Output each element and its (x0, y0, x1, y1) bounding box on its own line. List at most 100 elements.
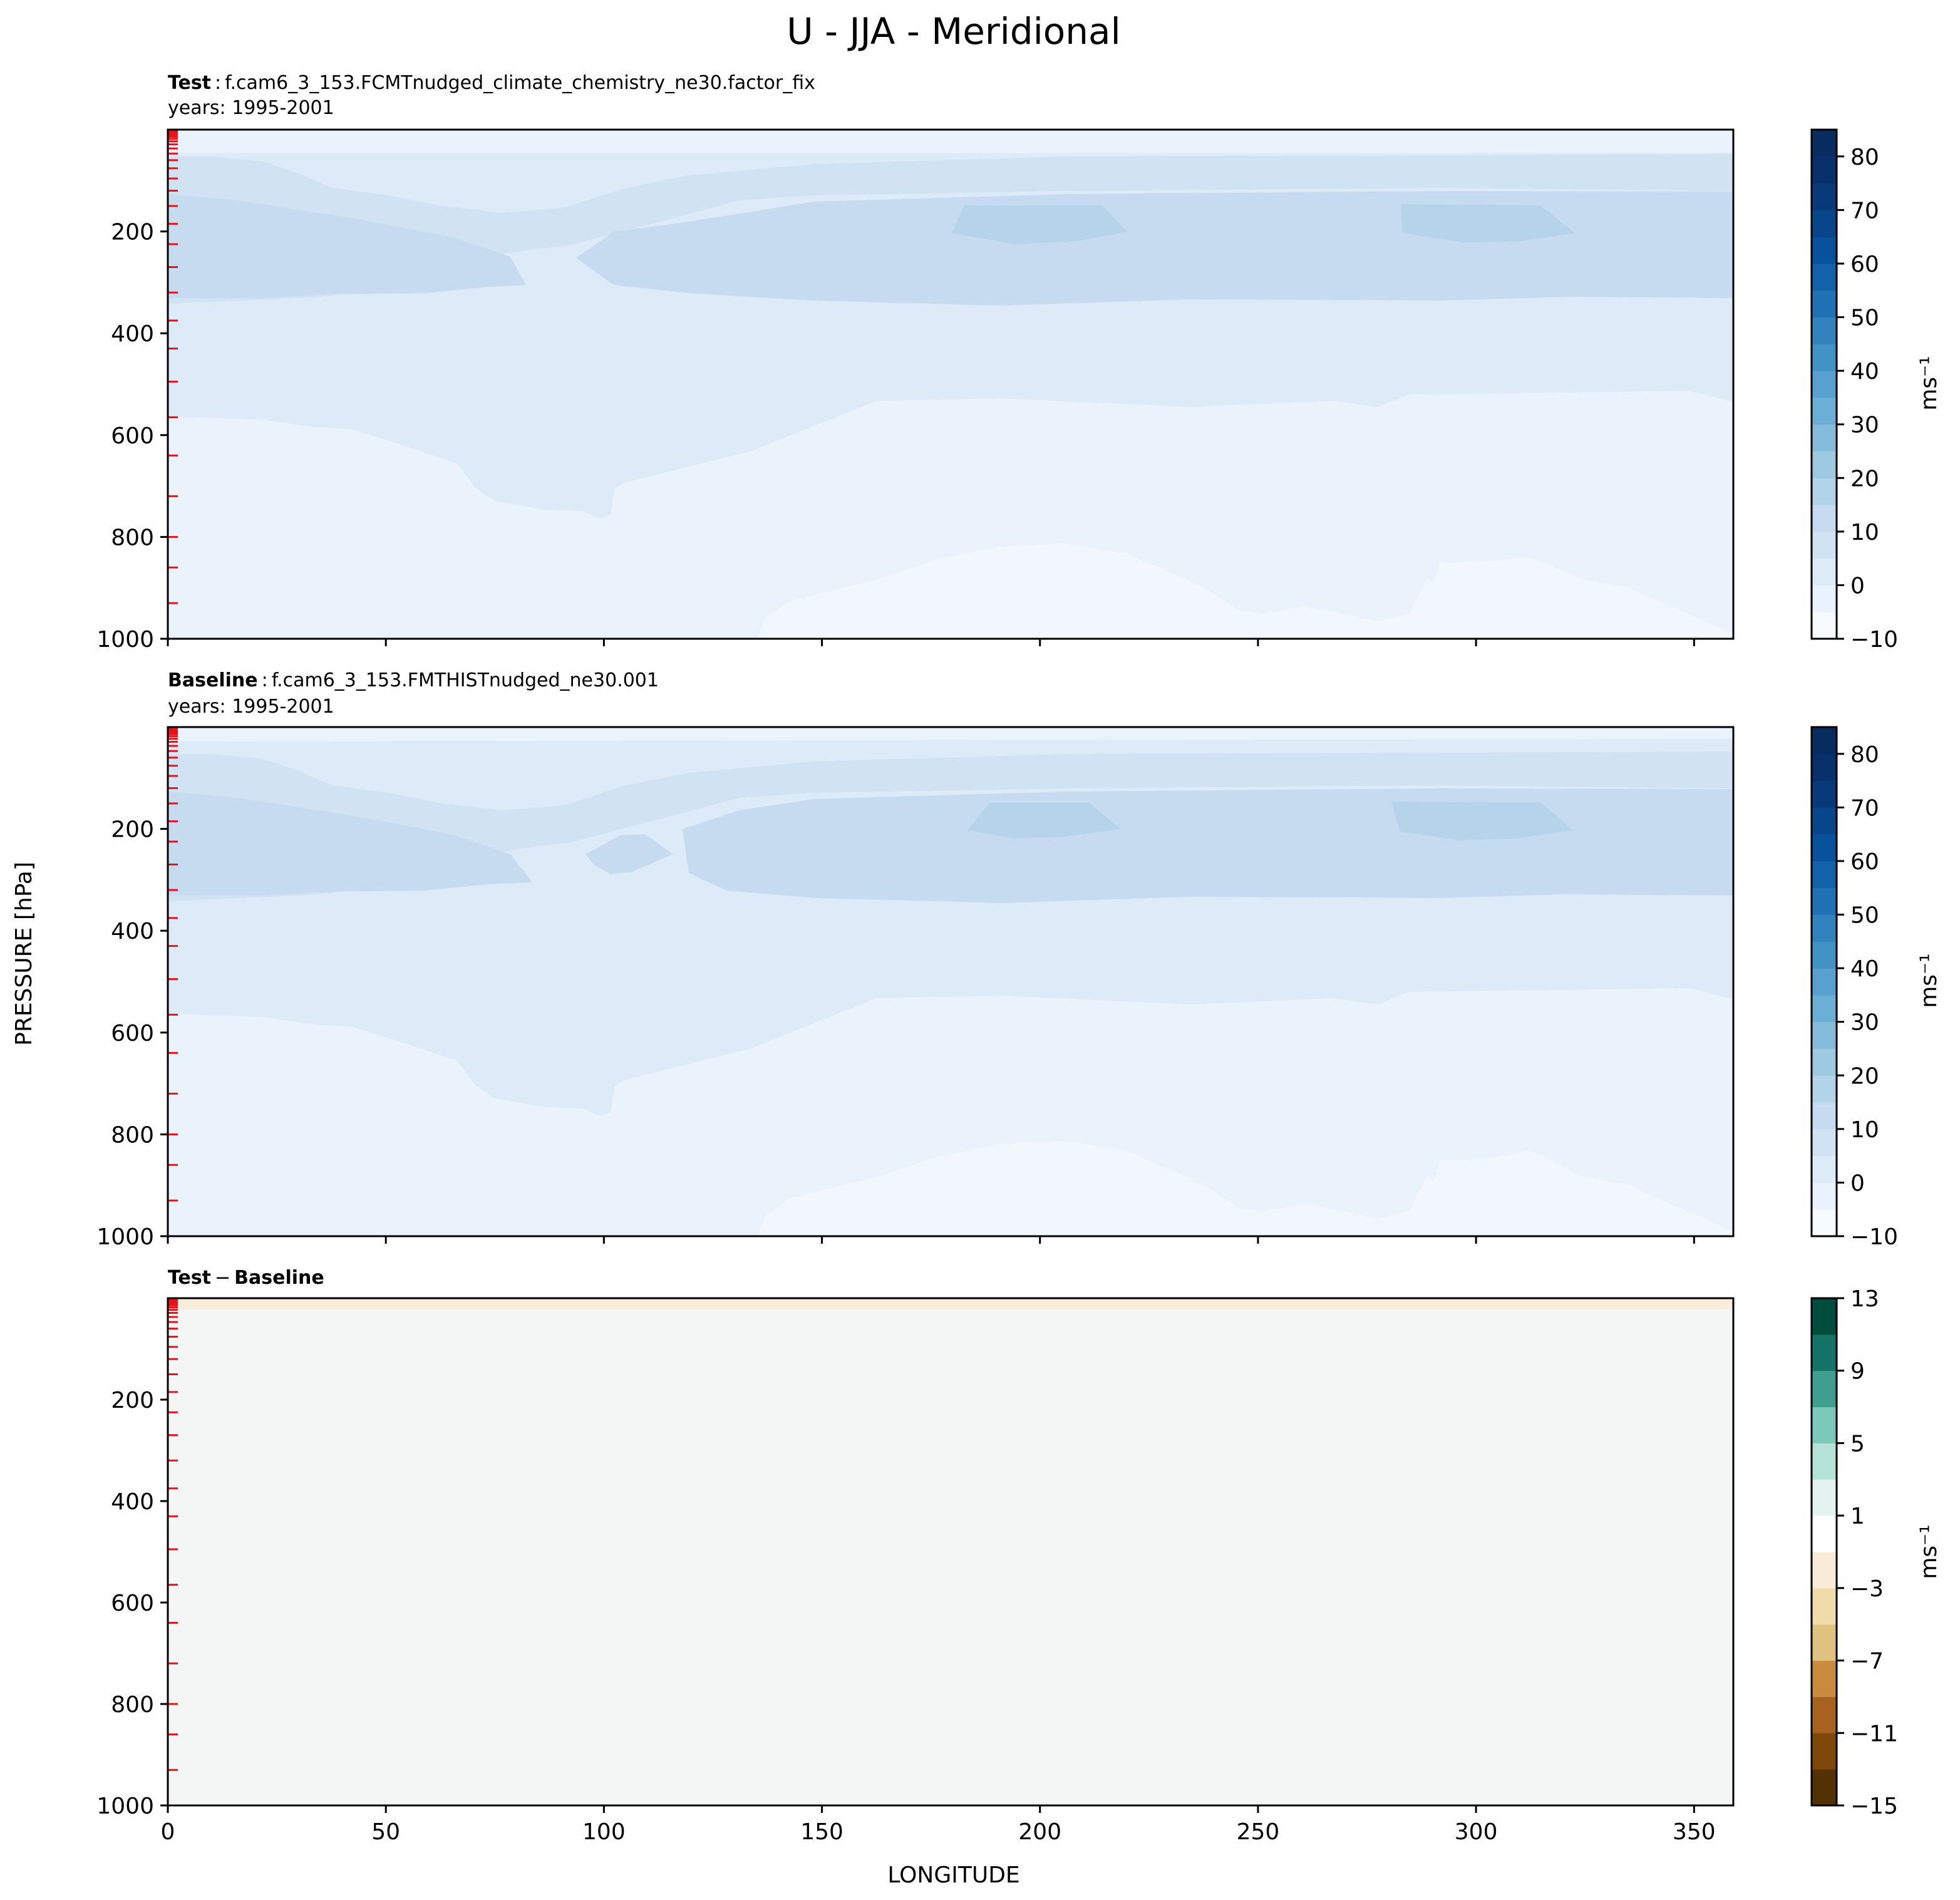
panel-diff-title-rest: Baseline (234, 1267, 324, 1289)
colorbar-swatch (1812, 1515, 1837, 1552)
panel-test-colorbar: 80 70 60 50 40 30 20 10 0 −10 (1810, 128, 1898, 653)
colorbar-swatch (1812, 1209, 1837, 1237)
panel-test-colorbar-unit: ms⁻¹ (1916, 356, 1942, 410)
colorbar-frame (1810, 128, 1838, 640)
colorbar-swatch (1812, 727, 1837, 755)
colorbar-swatch (1812, 505, 1837, 532)
colorbar-swatch (1812, 1334, 1837, 1371)
panel-diff-title: Test − Baseline (168, 1267, 324, 1289)
panel-test-plot (168, 130, 1733, 639)
colorbar-swatch (1812, 612, 1837, 639)
colorbar-frame (1810, 726, 1838, 1237)
panel-baseline-title-bold: Baseline (168, 669, 258, 691)
x-axis-label: LONGITUDE (887, 1862, 1019, 1888)
colorbar-swatch (1812, 424, 1837, 452)
colorbar-swatch (1812, 290, 1837, 318)
colorbar-swatch (1812, 397, 1837, 425)
panel-baseline-level-20b (1391, 802, 1573, 840)
panel-test-years: years: 1995-2001 (168, 97, 334, 119)
colorbar-swatch (1812, 263, 1837, 291)
colorbar-swatch (1812, 451, 1837, 478)
y-tick-label: 1000 (96, 627, 154, 653)
colorbar-swatch (1812, 1552, 1837, 1589)
y-tick-label: 400 (111, 321, 154, 347)
panel-test-axes-frame (167, 128, 1735, 640)
colorbar-tick-label: 70 (1850, 198, 1879, 224)
colorbar-tick-label: 13 (1850, 1286, 1879, 1312)
x-tick-label: 100 (582, 1819, 626, 1845)
colorbar-swatch (1812, 371, 1837, 398)
panel-baseline-title-sep: : (262, 669, 268, 691)
colorbar-tick-label: 20 (1850, 1063, 1879, 1089)
panel-test: Test: f.cam6_3_153.FCMTnudged_climate_che… (96, 72, 1942, 653)
colorbar-swatch (1812, 1696, 1837, 1733)
panel-diff-title-bold: Test (168, 1267, 211, 1289)
colorbar-tick-label: −7 (1850, 1649, 1884, 1675)
panel-baseline-plot (168, 727, 1733, 1236)
panel-diff-x-axis: 0 50 100 150 200 250 300 350 (161, 1805, 1716, 1845)
colorbar-swatch (1812, 780, 1837, 808)
colorbar-tick-label: 10 (1850, 1117, 1879, 1143)
colorbar-swatch (1812, 968, 1837, 996)
colorbar-tick-label: 40 (1850, 359, 1879, 385)
x-tick-label: 150 (800, 1819, 843, 1845)
colorbar-tick-label: 50 (1850, 306, 1879, 331)
colorbar-swatch (1812, 887, 1837, 916)
colorbar-swatch (1812, 183, 1837, 210)
panel-baseline-level-neg (168, 1141, 1733, 1236)
panel-test-level-15 (168, 194, 526, 298)
colorbar-tick-label: 80 (1850, 145, 1879, 170)
colorbar-swatch (1812, 1075, 1837, 1103)
colorbar-tick-label: −10 (1850, 1224, 1898, 1250)
colorbar-swatch (1812, 1182, 1837, 1210)
colorbar-swatch (1812, 834, 1837, 862)
y-tick-label: 600 (111, 423, 154, 449)
colorbar-swatch (1812, 1102, 1837, 1130)
colorbar-swatch (1812, 1443, 1837, 1480)
colorbar-swatch (1812, 914, 1837, 942)
panel-baseline-y-axis: 200 400 600 800 1000 (96, 817, 168, 1250)
colorbar-tick-label: 70 (1850, 795, 1879, 821)
colorbar-swatch (1812, 478, 1837, 505)
colorbar-tick-label: 30 (1850, 413, 1879, 438)
panel-test-title: Test: f.cam6_3_153.FCMTnudged_climate_che… (168, 72, 815, 94)
y-tick-label: 1000 (96, 1224, 154, 1250)
y-axis-label: PRESSURE [hPa] (11, 862, 37, 1046)
colorbar-swatch (1812, 994, 1837, 1023)
colorbar-swatch (1812, 585, 1837, 612)
panel-test-x-ticks (167, 639, 1695, 646)
panel-baseline-title-rest: f.cam6_3_153.FMTHISTnudged_ne30.001 (272, 669, 659, 691)
panel-test-level-neg (168, 544, 1733, 639)
colorbar-tick-label: 50 (1850, 903, 1879, 929)
panel-baseline-level-15a (168, 792, 532, 896)
colorbar-tick-label: 40 (1850, 956, 1879, 982)
colorbar-swatch (1812, 317, 1837, 344)
colorbar-swatch (1812, 344, 1837, 371)
colorbar-swatch (1812, 531, 1837, 559)
colorbar-swatch (1812, 1155, 1837, 1183)
panel-diff-colorbar: 13 9 5 1 −3 −7 −11 −15 (1810, 1286, 1898, 1819)
panel-baseline-colorbar-unit: ms⁻¹ (1916, 953, 1942, 1008)
x-tick-label: 0 (161, 1819, 175, 1845)
panel-test-level-20a (952, 205, 1127, 244)
panel-baseline: Baseline: f.cam6_3_153.FMTHISTnudged_ne30… (96, 669, 1942, 1250)
panel-diff-level-top-band (168, 1298, 1733, 1309)
colorbar-tick-label: 60 (1850, 849, 1879, 875)
colorbar-tick-label: −3 (1850, 1576, 1884, 1602)
panel-baseline-colorbar: 80 70 60 50 40 30 20 10 0 −10 (1810, 726, 1898, 1250)
colorbar-swatch (1812, 941, 1837, 969)
panel-baseline-level-15c (683, 788, 1733, 903)
panel-diff-level-background (168, 1298, 1733, 1805)
colorbar-tick-label: 20 (1850, 466, 1879, 492)
colorbar-swatch (1812, 237, 1837, 264)
panel-diff-colorbar-unit: ms⁻¹ (1916, 1524, 1942, 1579)
colorbar-swatch (1812, 1733, 1837, 1770)
colorbar-swatch (1812, 1588, 1837, 1625)
colorbar-swatch (1812, 1479, 1837, 1516)
colorbar-swatch (1812, 1021, 1837, 1049)
panel-baseline-x-ticks (167, 1236, 1695, 1244)
panel-baseline-axes-frame (167, 726, 1735, 1237)
colorbar-swatch (1812, 156, 1837, 184)
